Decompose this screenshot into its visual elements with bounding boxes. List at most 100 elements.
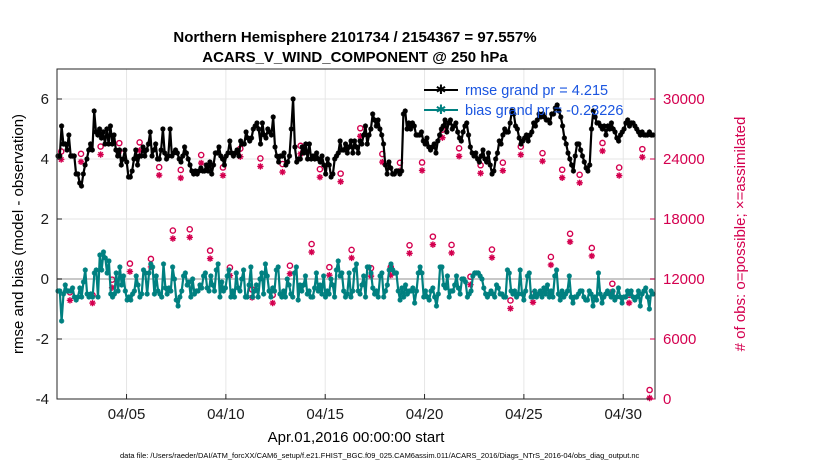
bias-point [321, 273, 327, 279]
bias-point [433, 303, 440, 309]
rmse-point [187, 162, 193, 168]
rmse-point [599, 126, 605, 132]
rmse-point [433, 150, 439, 156]
bias-point [439, 264, 445, 270]
bias-point [129, 291, 136, 297]
rmse-point [637, 132, 643, 138]
rmse-point [225, 150, 231, 156]
bias-point [532, 288, 538, 294]
bias-point [284, 276, 290, 282]
bias-point [108, 291, 114, 297]
bias-point [512, 288, 518, 294]
rmse-point [144, 147, 150, 153]
rmse-point [232, 150, 238, 156]
bias-point [306, 288, 312, 294]
obs-possible-marker [507, 297, 514, 304]
rmse-point [601, 123, 607, 129]
rmse-point [426, 144, 432, 150]
bias-point [455, 285, 461, 291]
bias-point [630, 294, 636, 300]
bias-point [173, 297, 179, 303]
rmse-point [219, 156, 226, 162]
rmse-point [124, 159, 130, 165]
bias-point [180, 273, 187, 279]
obs-possible-marker [316, 165, 324, 173]
obs-possible-marker [448, 241, 455, 249]
obs-possible-marker [126, 260, 134, 267]
bias-point [503, 294, 509, 300]
obs-possible-marker [539, 149, 546, 157]
bias-point [632, 297, 638, 303]
rmse-point [554, 102, 560, 108]
bias-point [88, 291, 94, 297]
rmse-point [134, 162, 141, 168]
rmse-point [80, 171, 86, 177]
rmse-point [227, 138, 233, 144]
bias-point [251, 288, 258, 294]
bias-point [595, 270, 602, 276]
rmse-point [86, 147, 92, 153]
obs-possible-marker [609, 280, 616, 288]
rmse-point [417, 132, 423, 138]
bias-point [579, 288, 585, 294]
rmse-point [100, 129, 106, 135]
bias-point [59, 318, 65, 324]
rmse-point [109, 141, 115, 147]
obs-assimilated-marker [625, 299, 633, 307]
bias-point [359, 282, 365, 288]
rmse-point [107, 123, 114, 129]
obs-assimilated-marker [219, 172, 227, 179]
bias-point [603, 291, 609, 297]
rmse-point [353, 144, 360, 150]
bias-point [317, 282, 323, 288]
rmse-point [96, 126, 103, 132]
rmse-point [346, 144, 352, 150]
obs-possible-marker [615, 164, 623, 171]
rmse-point [493, 156, 499, 162]
bias-point [404, 291, 410, 297]
rmse-point [62, 141, 68, 147]
obs-possible-marker [646, 386, 653, 394]
rmse-point [127, 174, 133, 180]
rmse-point [167, 126, 173, 132]
rmse-point [420, 138, 426, 144]
obs-assimilated-marker [97, 151, 104, 158]
rmse-point [500, 132, 506, 138]
x-tick-label: 04/05 [108, 406, 146, 423]
rmse-point [78, 183, 85, 189]
rmse-point [465, 132, 472, 138]
rmse-point [446, 120, 452, 126]
obs-assimilated-marker [316, 174, 324, 181]
obs-assimilated-marker [387, 271, 394, 279]
rmse-point [523, 132, 530, 138]
rmse-point [511, 111, 517, 117]
bias-point [586, 288, 592, 294]
bias-point [204, 285, 210, 291]
rmse-point [529, 129, 535, 135]
bias-point [219, 279, 225, 285]
bias-point [191, 291, 198, 297]
obs-assimilated-marker [66, 297, 74, 304]
bias-point [499, 291, 505, 297]
rmse-point [579, 153, 586, 159]
rmse-point [570, 168, 577, 174]
rmse-point [75, 171, 81, 177]
rmse-point [158, 147, 164, 153]
obs-assimilated-marker [286, 270, 294, 277]
bias-point [91, 270, 97, 276]
legend-bias-marker: ✱ [436, 102, 447, 117]
y-axis-ticks: -4 -2 0 2 4 6 [36, 91, 62, 408]
bias-point [159, 294, 165, 300]
bias-point [126, 294, 132, 300]
bias-point [348, 294, 354, 300]
rmse-point [194, 171, 200, 177]
bias-point [552, 273, 558, 279]
bias-point [77, 285, 83, 291]
bias-point [475, 270, 481, 276]
bias-point [315, 288, 321, 294]
rmse-point [473, 150, 479, 156]
bias-point [299, 288, 305, 294]
rmse-point [165, 153, 171, 159]
rmse-point [377, 126, 383, 132]
obs-assimilated-marker [169, 235, 177, 242]
